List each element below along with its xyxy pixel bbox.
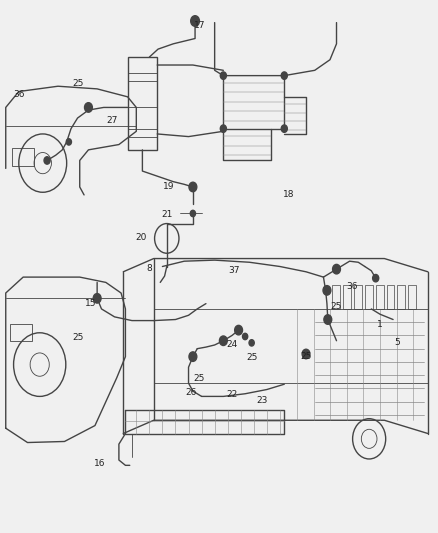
Circle shape [243, 333, 248, 340]
Bar [10, 324, 32, 341]
Text: 25: 25 [331, 302, 342, 311]
Text: 25: 25 [194, 374, 205, 383]
Text: 22: 22 [226, 390, 238, 399]
Bar [127, 57, 157, 150]
Circle shape [190, 211, 195, 216]
Text: 18: 18 [283, 190, 294, 199]
Text: 17: 17 [194, 21, 205, 30]
Circle shape [281, 125, 287, 132]
Text: 1: 1 [377, 320, 383, 329]
Text: 25: 25 [246, 353, 258, 362]
Circle shape [332, 264, 340, 274]
Bar [332, 285, 340, 309]
Bar [387, 285, 394, 309]
Bar [376, 285, 384, 309]
Circle shape [93, 294, 101, 303]
Bar [343, 285, 351, 309]
Circle shape [324, 315, 332, 324]
Text: 21: 21 [161, 210, 173, 219]
Text: 15: 15 [85, 299, 96, 308]
Circle shape [323, 286, 331, 295]
Text: 8: 8 [146, 264, 152, 272]
Text: 25: 25 [300, 352, 312, 361]
Text: 20: 20 [135, 233, 146, 242]
Bar [354, 285, 362, 309]
Text: 23: 23 [257, 395, 268, 405]
Text: 36: 36 [346, 282, 357, 291]
Text: 24: 24 [226, 341, 238, 350]
Circle shape [249, 340, 254, 346]
Circle shape [219, 336, 227, 345]
Circle shape [85, 103, 92, 112]
Text: 19: 19 [163, 182, 175, 191]
Circle shape [191, 15, 199, 26]
Bar [408, 285, 416, 309]
Bar [397, 285, 405, 309]
Circle shape [44, 157, 50, 164]
Circle shape [235, 325, 243, 335]
Bar [365, 285, 373, 309]
Circle shape [302, 349, 310, 359]
Text: 25: 25 [72, 79, 83, 88]
Circle shape [189, 352, 197, 361]
Text: 16: 16 [94, 459, 105, 469]
Text: 26: 26 [185, 388, 196, 397]
Text: 36: 36 [13, 90, 25, 99]
Circle shape [66, 139, 71, 145]
Circle shape [220, 72, 226, 79]
Bar [12, 148, 34, 166]
Circle shape [189, 182, 197, 192]
Text: 5: 5 [395, 338, 400, 347]
Circle shape [281, 72, 287, 79]
Text: 27: 27 [107, 116, 118, 125]
Circle shape [220, 125, 226, 132]
Text: 25: 25 [72, 333, 83, 342]
Text: 37: 37 [229, 266, 240, 274]
Circle shape [373, 274, 379, 282]
